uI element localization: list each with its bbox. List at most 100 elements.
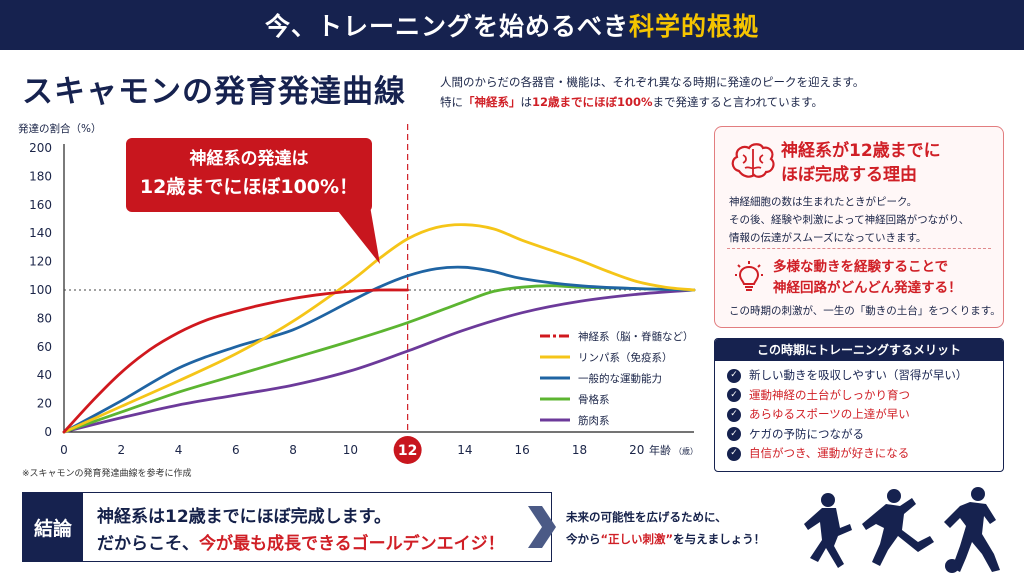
- future-line-1: 未来の可能性を広げるために、: [566, 510, 727, 524]
- future-line-2-red: “正しい刺激”: [600, 532, 674, 546]
- soccer-players-illustration: [804, 487, 1000, 573]
- reason-divider: [727, 248, 991, 249]
- intro-line-2-post: まで発達すると言われています。: [652, 95, 823, 109]
- conclusion-label: 結論: [23, 493, 83, 561]
- x-tick-label: 8: [289, 443, 297, 457]
- reason-body: 神経細胞の数は生まれたときがピーク。 その後、経験や刺激によって神経回路がつなが…: [729, 193, 969, 247]
- y-tick-label: 0: [44, 425, 52, 439]
- y-tick-label: 100: [29, 283, 52, 297]
- x-tick-label: 10: [343, 443, 358, 457]
- x-tick-label: 4: [175, 443, 183, 457]
- x-tick-label: 16: [515, 443, 530, 457]
- conclusion-line-2-pre: だからこそ、: [97, 534, 199, 554]
- legend-label: リンパ系（免疫系）: [578, 351, 673, 364]
- check-icon: ✓: [727, 368, 741, 383]
- series-line: [62, 223, 696, 434]
- nervous-system-callout: 神経系の発達は 12歳までにほぼ100%！: [126, 138, 372, 212]
- merit-item-text: あらゆるスポーツの上達が早い: [749, 407, 910, 421]
- callout-line-2: 12歳までにほぼ100%！: [139, 176, 359, 198]
- intro-line-2: 特に「神経系」は12歳までにほぼ100%まで発達すると言われています。: [440, 92, 864, 112]
- check-icon: ✓: [727, 407, 741, 422]
- reason-title-line-2: ほぼ完成する理由: [781, 165, 917, 185]
- legend-label: 骨格系: [578, 393, 610, 406]
- y-tick-label: 20: [37, 397, 52, 411]
- merit-panel: この時期にトレーニングするメリット ✓ 新しい動きを吸収しやすい（習得が早い） ✓ 運…: [714, 338, 1004, 472]
- merit-item: ✓ あらゆるスポーツの上達が早い: [727, 405, 1003, 425]
- page-title: スキャモンの発育発達曲線: [22, 74, 406, 110]
- reason-sub-line-1: 多様な動きを経験することで: [773, 259, 949, 275]
- future-line-2-post: を与えましょう！: [673, 532, 766, 546]
- merit-item: ✓ ケガの予防につながる: [727, 425, 1003, 445]
- conclusion-box: 結論 神経系は12歳までにほぼ完成します。 だからこそ、今が最も成長できるゴール…: [22, 492, 552, 562]
- reason-body-line-2: その後、経験や刺激によって神経回路がつながり、: [729, 214, 970, 226]
- legend-label: 神経系（脳・脊髄など）: [578, 330, 694, 343]
- intro-text: 人間のからだの各器官・機能は、それぞれ異なる時期に発達のピークを迎えます。 特に…: [440, 72, 864, 112]
- x-tick-label: 18: [572, 443, 587, 457]
- callout-line-1: 神経系の発達は: [189, 149, 309, 169]
- y-tick-label: 60: [37, 340, 52, 354]
- x-tick-label: 12: [398, 443, 417, 459]
- top-banner: 今、トレーニングを始めるべき 科学的根拠: [0, 0, 1024, 50]
- reason-title-line-1: 神経系が12歳までに: [781, 141, 941, 161]
- age-12-highlight-badge: [393, 436, 422, 464]
- x-axis-unit: （歳）: [674, 446, 698, 456]
- y-tick-label: 180: [29, 169, 52, 183]
- conclusion-line-2-red: 今が最も成長できるゴールデンエイジ！: [199, 534, 505, 554]
- x-tick-label: 6: [232, 443, 240, 457]
- series-line: [62, 288, 696, 434]
- series-line: [62, 284, 696, 434]
- intro-line-1: 人間のからだの各器官・機能は、それぞれ異なる時期に発達のピークを迎えます。: [440, 75, 865, 89]
- reason-panel: 神経系が12歳までに ほぼ完成する理由 神経細胞の数は生まれたときがピーク。 そ…: [714, 126, 1004, 328]
- x-axis-label: 年齢: [649, 443, 671, 457]
- reason-subheading: 多様な動きを経験することで 神経回路がどんどん発達する！: [773, 257, 962, 299]
- intro-line-2-mid: は: [520, 95, 533, 109]
- y-tick-label: 120: [29, 255, 52, 269]
- legend-label: 一般的な運動能力: [578, 372, 662, 385]
- scammon-growth-chart: 発達の割合（%） 0 20 40 60 80 100 120 140 160 180 200 0 2 4 6 8…: [18, 122, 698, 464]
- x-tick-label: 0: [60, 443, 68, 457]
- merit-item: ✓ 新しい動きを吸収しやすい（習得が早い）: [727, 366, 1003, 386]
- banner-title: 今、トレーニングを始めるべき: [264, 12, 629, 41]
- merit-item-text: 自信がつき、運動が好きになる: [749, 446, 910, 460]
- check-icon: ✓: [727, 388, 741, 403]
- merit-item: ✓ 自信がつき、運動が好きになる: [727, 444, 1003, 464]
- merit-item-text: 運動神経の土台がしっかり育つ: [749, 387, 910, 402]
- y-tick-label: 80: [37, 311, 52, 325]
- y-axis-label: 発達の割合（%）: [18, 122, 101, 135]
- check-icon: ✓: [727, 427, 741, 442]
- conclusion-line-1: 神経系は12歳までにほぼ完成します。: [97, 507, 391, 527]
- series-line: [62, 288, 409, 434]
- reason-title: 神経系が12歳までに ほぼ完成する理由: [781, 139, 941, 187]
- y-tick-label: 200: [29, 141, 52, 155]
- x-tick-label: 20: [629, 443, 644, 457]
- series-line: [62, 265, 696, 434]
- brain-icon: [731, 143, 775, 178]
- merit-title: この時期にトレーニングするメリット: [715, 339, 1003, 361]
- y-tick-label: 140: [29, 226, 52, 240]
- merit-item-text: 新しい動きを吸収しやすい（習得が早い）: [749, 368, 968, 382]
- merit-list: ✓ 新しい動きを吸収しやすい（習得が早い） ✓ 運動神経の土台がしっかり育つ ✓ あらゆる…: [715, 361, 1003, 464]
- intro-line-2-pre: 特に: [440, 95, 463, 109]
- callout-pointer: [334, 206, 380, 264]
- chart-footnote: ※スキャモンの発育発達曲線を参考に作成: [22, 469, 192, 479]
- reason-body-line-3: 情報の伝達がスムーズになっていきます。: [729, 232, 927, 244]
- legend-label: 筋肉系: [578, 414, 610, 427]
- reason-footer: この時期の刺激が、一生の「動きの土台」をつくります。: [729, 305, 1001, 317]
- future-message: 未来の可能性を広げるために、 今から“正しい刺激”を与えましょう！: [566, 506, 765, 550]
- chevron-right-icon: [528, 506, 556, 548]
- conclusion-line-2: だからこそ、今が最も成長できるゴールデンエイジ！: [97, 529, 505, 554]
- check-icon: ✓: [727, 446, 741, 461]
- reason-sub-line-2: 神経回路がどんどん発達する！: [773, 280, 962, 296]
- future-line-2: 今から“正しい刺激”を与えましょう！: [566, 528, 765, 550]
- lightbulb-icon: [735, 261, 763, 291]
- banner-title-highlight: 科学的根拠: [629, 12, 760, 41]
- y-tick-label: 40: [37, 368, 52, 382]
- x-tick-label: 2: [117, 443, 125, 457]
- merit-item-text: ケガの予防につながる: [749, 426, 864, 441]
- intro-line-2-red2: 12歳までにほぼ100%: [532, 95, 653, 109]
- reason-body-line-1: 神経細胞の数は生まれたときがピーク。: [729, 196, 918, 208]
- merit-item: ✓ 運動神経の土台がしっかり育つ: [727, 386, 1003, 406]
- future-line-2-pre: 今から: [566, 532, 601, 546]
- x-tick-label: 14: [457, 443, 472, 457]
- y-tick-label: 160: [29, 198, 52, 212]
